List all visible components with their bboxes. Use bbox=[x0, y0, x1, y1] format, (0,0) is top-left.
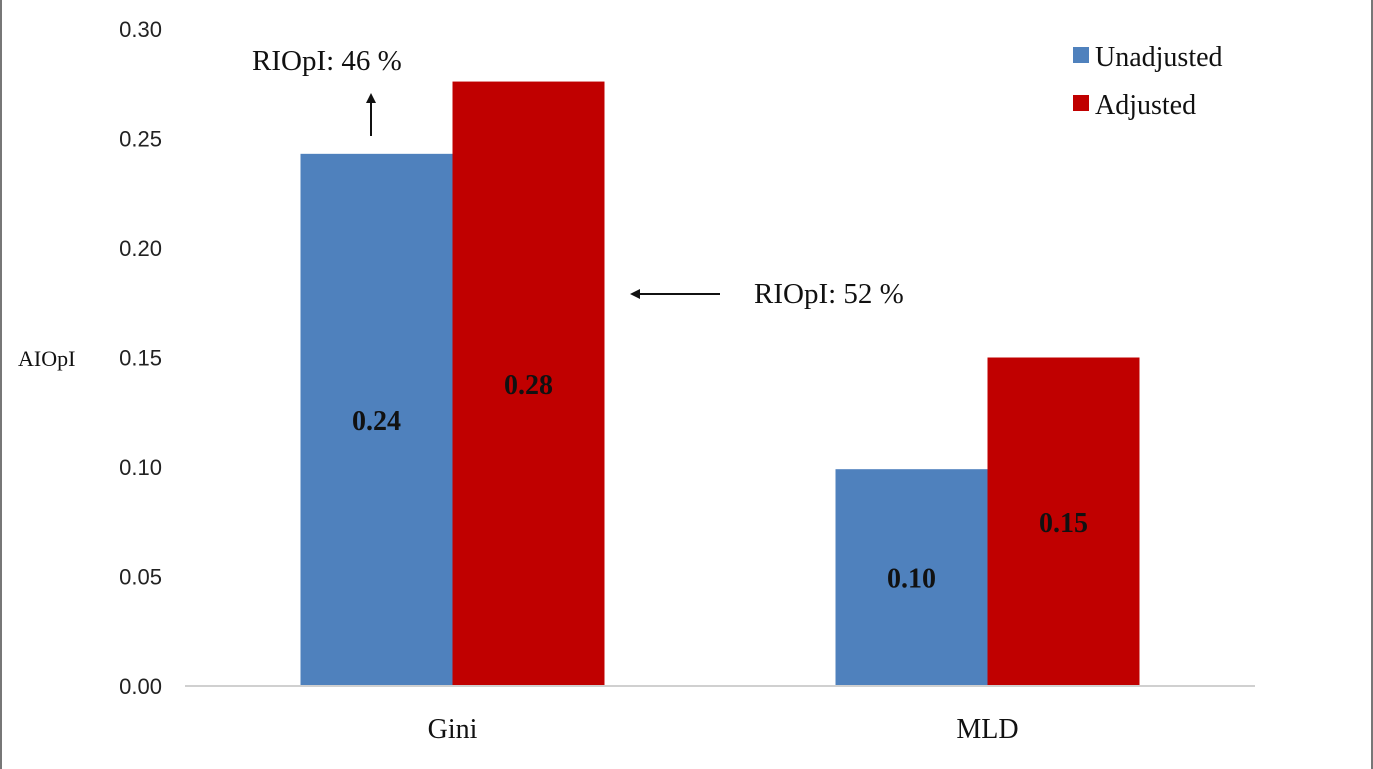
x-category-label: MLD bbox=[956, 714, 1018, 745]
bar-mld-adjusted bbox=[987, 357, 1140, 686]
y-axis-ticks: 0.00 0.05 0.10 0.15 0.20 0.25 0.30 bbox=[119, 17, 162, 699]
y-tick-label: 0.25 bbox=[119, 127, 162, 152]
y-tick-label: 0.30 bbox=[119, 17, 162, 42]
data-label-gini-unadjusted: 0.24 bbox=[352, 406, 401, 437]
bar-mld-unadjusted bbox=[835, 469, 988, 686]
data-label-gini-adjusted: 0.28 bbox=[504, 370, 553, 401]
y-tick-label: 0.00 bbox=[119, 674, 162, 699]
legend-swatch-adjusted bbox=[1073, 95, 1089, 111]
data-label-mld-adjusted: 0.15 bbox=[1039, 508, 1088, 539]
y-tick-label: 0.20 bbox=[119, 236, 162, 261]
bar-gini-adjusted bbox=[452, 81, 605, 686]
legend-label-unadjusted: Unadjusted bbox=[1095, 42, 1223, 73]
annotation-text-mld: RIOpI: 52 % bbox=[754, 278, 904, 310]
bars: 0.24 0.28 0.10 0.15 bbox=[300, 81, 1140, 686]
legend-label-adjusted: Adjusted bbox=[1095, 90, 1196, 121]
bar-gini-unadjusted bbox=[300, 153, 453, 686]
annotation-mld: RIOpI: 52 % bbox=[630, 278, 904, 310]
x-axis-categories: Gini MLD bbox=[428, 714, 1019, 745]
y-tick-label: 0.05 bbox=[119, 565, 162, 590]
legend: Unadjusted Adjusted bbox=[1073, 42, 1223, 121]
y-tick-label: 0.10 bbox=[119, 455, 162, 480]
y-axis-label: AIOpI bbox=[18, 346, 75, 371]
data-label-mld-unadjusted: 0.10 bbox=[887, 564, 936, 595]
legend-swatch-unadjusted bbox=[1073, 47, 1089, 63]
annotation-text-gini: RIOpI: 46 % bbox=[252, 45, 402, 77]
x-category-label: Gini bbox=[428, 714, 478, 745]
annotation-gini: RIOpI: 46 % bbox=[252, 45, 402, 136]
y-tick-label: 0.15 bbox=[119, 346, 162, 371]
